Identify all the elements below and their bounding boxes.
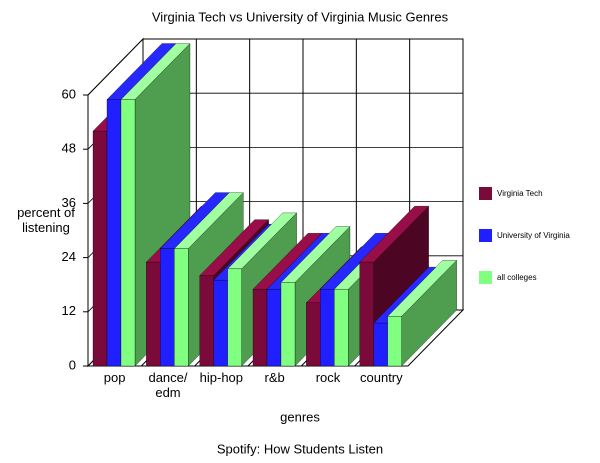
legend-label: all colleges <box>497 273 537 282</box>
bar <box>334 289 349 367</box>
bar <box>92 130 108 367</box>
x-axis-label: genres <box>280 409 320 424</box>
x-tick-label: pop <box>103 370 126 385</box>
bar <box>252 289 268 367</box>
bar <box>160 248 175 367</box>
bar <box>373 322 388 367</box>
chart-caption: Spotify: How Students Listen <box>217 441 383 456</box>
bar <box>213 280 228 367</box>
y-tick-label: 12 <box>62 303 76 318</box>
y-tick-label: 48 <box>62 141 76 156</box>
y-tick-label: 0 <box>69 357 76 372</box>
x-tick-label: country <box>360 370 403 385</box>
bar <box>280 282 296 367</box>
y-tick-label: 60 <box>62 86 76 101</box>
bar <box>174 248 189 367</box>
y-axis-label: percent of listening <box>17 205 75 235</box>
bar <box>387 316 402 367</box>
bar <box>266 289 282 367</box>
bar <box>106 99 122 367</box>
bar <box>227 268 242 367</box>
bar <box>359 261 374 367</box>
bar <box>146 261 161 367</box>
y-tick-label: 36 <box>62 195 76 210</box>
chart-title: Virginia Tech vs University of Virginia … <box>152 9 449 24</box>
legend-swatch <box>479 271 492 284</box>
bar <box>320 289 335 367</box>
bar <box>199 275 214 367</box>
x-tick-label: dance/ edm <box>148 370 188 400</box>
legend-label: University of Virginia <box>497 231 570 240</box>
grid-line <box>87 38 144 96</box>
x-tick-label: hip-hop <box>199 370 244 385</box>
x-tick-label: rock <box>315 370 341 385</box>
y-tick-label: 24 <box>62 249 76 264</box>
bar <box>306 302 321 367</box>
legend-swatch <box>479 187 492 200</box>
legend-swatch <box>479 229 492 242</box>
bar <box>120 99 136 367</box>
legend-label: Virginia Tech <box>497 189 543 198</box>
x-tick-label: r&b <box>264 370 285 385</box>
